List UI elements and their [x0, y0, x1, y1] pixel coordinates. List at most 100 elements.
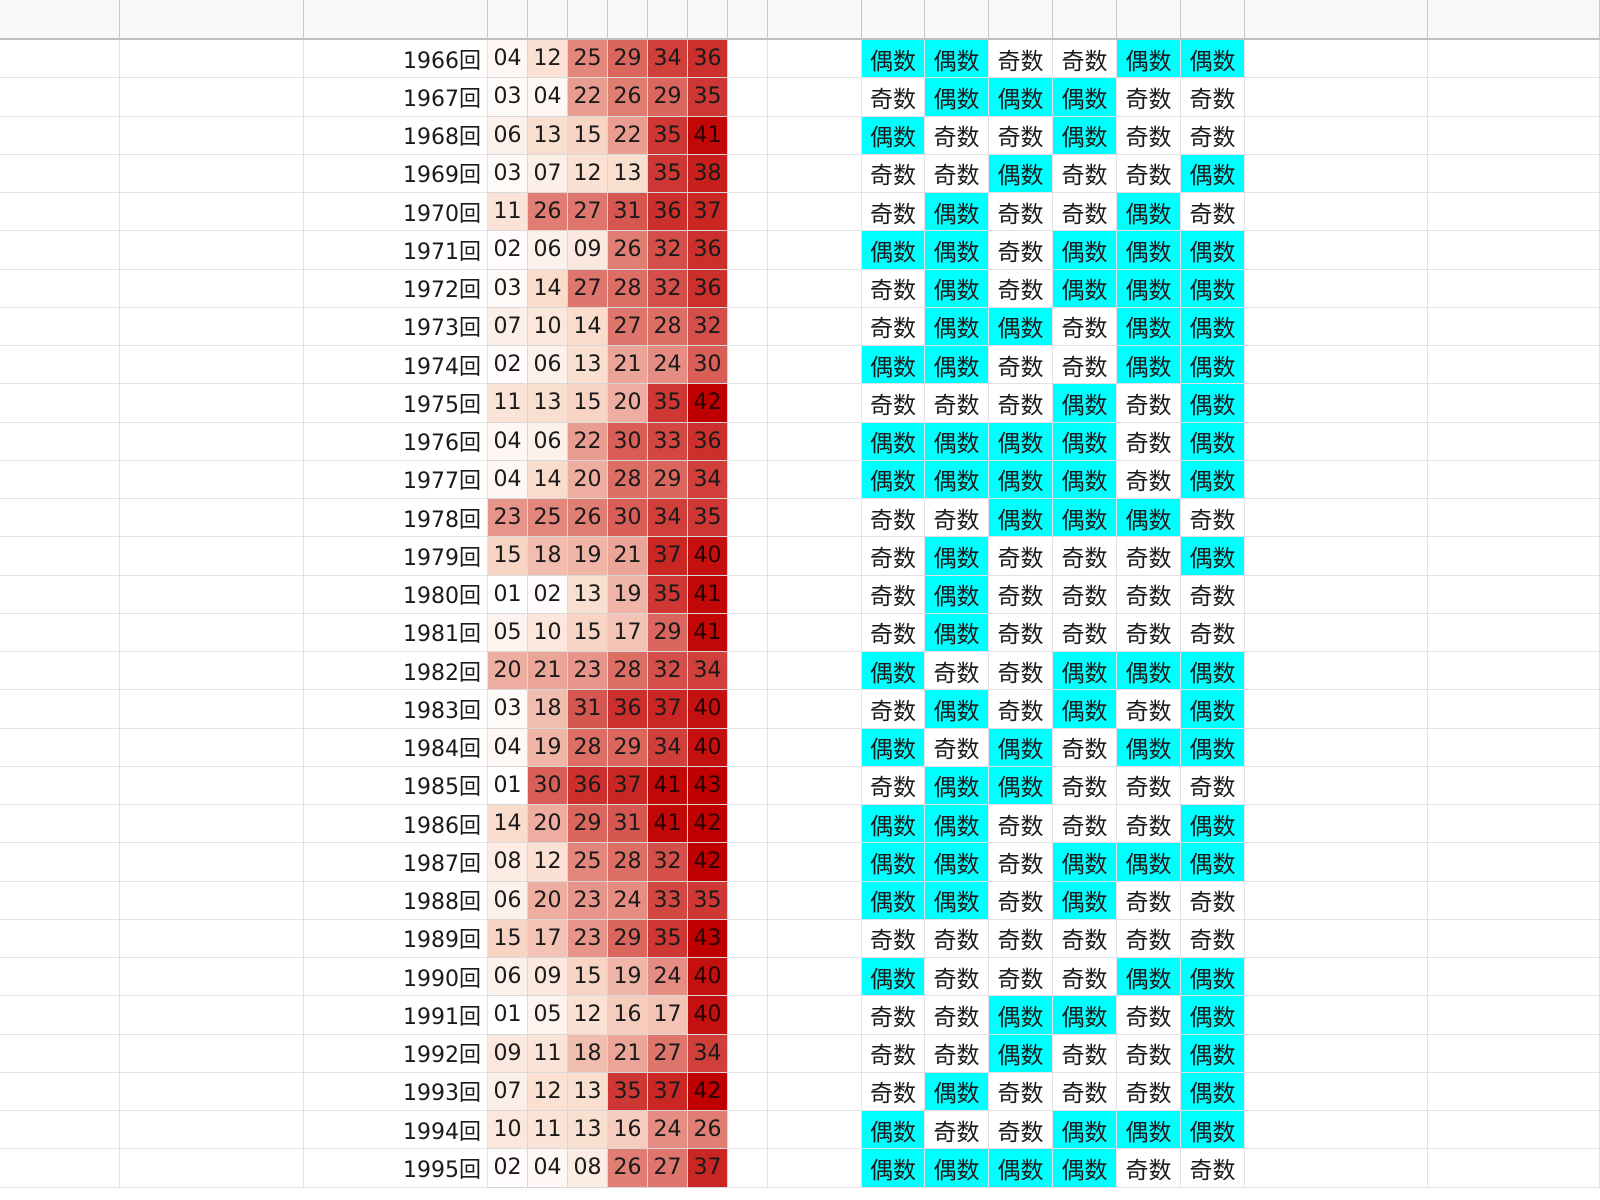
cell-j[interactable] [728, 575, 768, 614]
cell-a[interactable] [0, 958, 120, 997]
number-cell[interactable]: 36 [688, 269, 728, 308]
parity-cell[interactable]: 偶数 [925, 843, 989, 882]
number-cell[interactable]: 34 [688, 1034, 728, 1073]
number-cell[interactable]: 12 [568, 154, 608, 193]
parity-cell[interactable]: 奇数 [1117, 384, 1181, 423]
number-cell[interactable]: 02 [488, 346, 528, 385]
parity-cell[interactable]: 偶数 [1181, 384, 1245, 423]
parity-cell[interactable]: 偶数 [1181, 958, 1245, 997]
parity-cell[interactable]: 偶数 [862, 881, 925, 920]
cell-s[interactable] [1428, 422, 1600, 461]
cell-r[interactable] [1245, 996, 1428, 1035]
cell-b[interactable] [120, 881, 304, 920]
parity-cell[interactable]: 奇数 [1117, 78, 1181, 117]
parity-cell[interactable]: 奇数 [1053, 766, 1117, 805]
cell-r[interactable] [1245, 78, 1428, 117]
cell-a[interactable] [0, 843, 120, 882]
number-cell[interactable]: 26 [608, 1149, 648, 1188]
draw-number-label[interactable]: 1986回 [304, 805, 488, 844]
cell-r[interactable] [1245, 499, 1428, 538]
cell-b[interactable] [120, 575, 304, 614]
cell-k[interactable] [768, 919, 862, 958]
parity-cell[interactable]: 偶数 [862, 843, 925, 882]
cell-j[interactable] [728, 116, 768, 155]
parity-cell[interactable]: 偶数 [1053, 843, 1117, 882]
number-cell[interactable]: 23 [568, 652, 608, 691]
parity-cell[interactable]: 奇数 [1053, 40, 1117, 79]
number-cell[interactable]: 29 [608, 728, 648, 767]
parity-cell[interactable]: 奇数 [925, 919, 989, 958]
cell-b[interactable] [120, 690, 304, 729]
number-cell[interactable]: 31 [568, 690, 608, 729]
cell-k[interactable] [768, 346, 862, 385]
number-cell[interactable]: 10 [528, 307, 568, 346]
parity-cell[interactable]: 偶数 [862, 652, 925, 691]
cell-r[interactable] [1245, 958, 1428, 997]
number-cell[interactable]: 20 [488, 652, 528, 691]
cell-j[interactable] [728, 231, 768, 270]
cell-j[interactable] [728, 40, 768, 79]
number-cell[interactable]: 03 [488, 78, 528, 117]
number-cell[interactable]: 23 [568, 919, 608, 958]
number-cell[interactable]: 25 [568, 843, 608, 882]
cell-b[interactable] [120, 613, 304, 652]
cell-r[interactable] [1245, 805, 1428, 844]
cell-a[interactable] [0, 1072, 120, 1111]
cell-b[interactable] [120, 805, 304, 844]
parity-cell[interactable]: 偶数 [989, 1149, 1053, 1188]
cell-j[interactable] [728, 919, 768, 958]
parity-cell[interactable]: 奇数 [989, 652, 1053, 691]
number-cell[interactable]: 14 [568, 307, 608, 346]
cell-k[interactable] [768, 1034, 862, 1073]
number-cell[interactable]: 32 [648, 652, 688, 691]
number-cell[interactable]: 27 [648, 1034, 688, 1073]
column-header-e[interactable] [528, 0, 568, 40]
parity-cell[interactable]: 偶数 [1181, 1034, 1245, 1073]
cell-s[interactable] [1428, 728, 1600, 767]
number-cell[interactable]: 28 [608, 460, 648, 499]
parity-cell[interactable]: 偶数 [1117, 1111, 1181, 1150]
parity-cell[interactable]: 偶数 [925, 269, 989, 308]
parity-cell[interactable]: 偶数 [1117, 499, 1181, 538]
cell-k[interactable] [768, 996, 862, 1035]
parity-cell[interactable]: 偶数 [1053, 384, 1117, 423]
number-cell[interactable]: 08 [488, 843, 528, 882]
number-cell[interactable]: 25 [568, 40, 608, 79]
cell-b[interactable] [120, 193, 304, 232]
parity-cell[interactable]: 奇数 [1117, 1149, 1181, 1188]
cell-k[interactable] [768, 766, 862, 805]
draw-number-label[interactable]: 1995回 [304, 1149, 488, 1188]
parity-cell[interactable]: 偶数 [862, 116, 925, 155]
number-cell[interactable]: 13 [568, 575, 608, 614]
parity-cell[interactable]: 奇数 [862, 690, 925, 729]
column-header-f[interactable] [568, 0, 608, 40]
draw-number-label[interactable]: 1992回 [304, 1034, 488, 1073]
cell-a[interactable] [0, 346, 120, 385]
number-cell[interactable]: 26 [568, 499, 608, 538]
cell-b[interactable] [120, 1111, 304, 1150]
cell-k[interactable] [768, 193, 862, 232]
column-header-i[interactable] [688, 0, 728, 40]
number-cell[interactable]: 35 [688, 78, 728, 117]
number-cell[interactable]: 21 [608, 1034, 648, 1073]
number-cell[interactable]: 41 [688, 613, 728, 652]
parity-cell[interactable]: 奇数 [1053, 1034, 1117, 1073]
parity-cell[interactable]: 奇数 [1117, 422, 1181, 461]
cell-a[interactable] [0, 881, 120, 920]
cell-b[interactable] [120, 346, 304, 385]
cell-k[interactable] [768, 805, 862, 844]
cell-a[interactable] [0, 78, 120, 117]
parity-cell[interactable]: 奇数 [989, 537, 1053, 576]
number-cell[interactable]: 21 [608, 346, 648, 385]
parity-cell[interactable]: 奇数 [925, 652, 989, 691]
parity-cell[interactable]: 偶数 [1117, 728, 1181, 767]
cell-k[interactable] [768, 499, 862, 538]
cell-k[interactable] [768, 575, 862, 614]
number-cell[interactable]: 15 [568, 613, 608, 652]
number-cell[interactable]: 17 [528, 919, 568, 958]
parity-cell[interactable]: 奇数 [862, 575, 925, 614]
cell-b[interactable] [120, 1072, 304, 1111]
cell-k[interactable] [768, 537, 862, 576]
parity-cell[interactable]: 奇数 [1181, 116, 1245, 155]
parity-cell[interactable]: 偶数 [1181, 40, 1245, 79]
